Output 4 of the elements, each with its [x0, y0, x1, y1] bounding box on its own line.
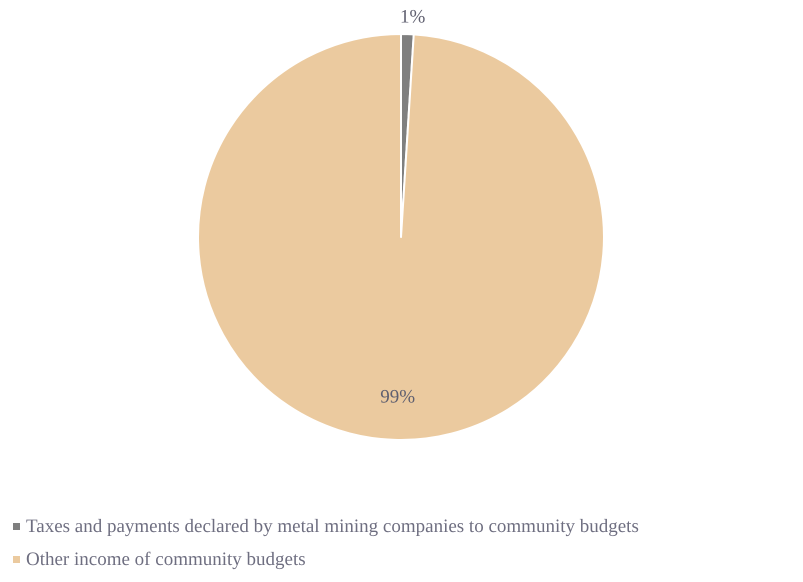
legend-label: Taxes and payments declared by metal mining companies to community budgets [26, 516, 639, 537]
data-label: 1% [400, 6, 426, 28]
legend-label: Other income of community budgets [26, 549, 306, 570]
data-label: 99% [380, 386, 416, 408]
